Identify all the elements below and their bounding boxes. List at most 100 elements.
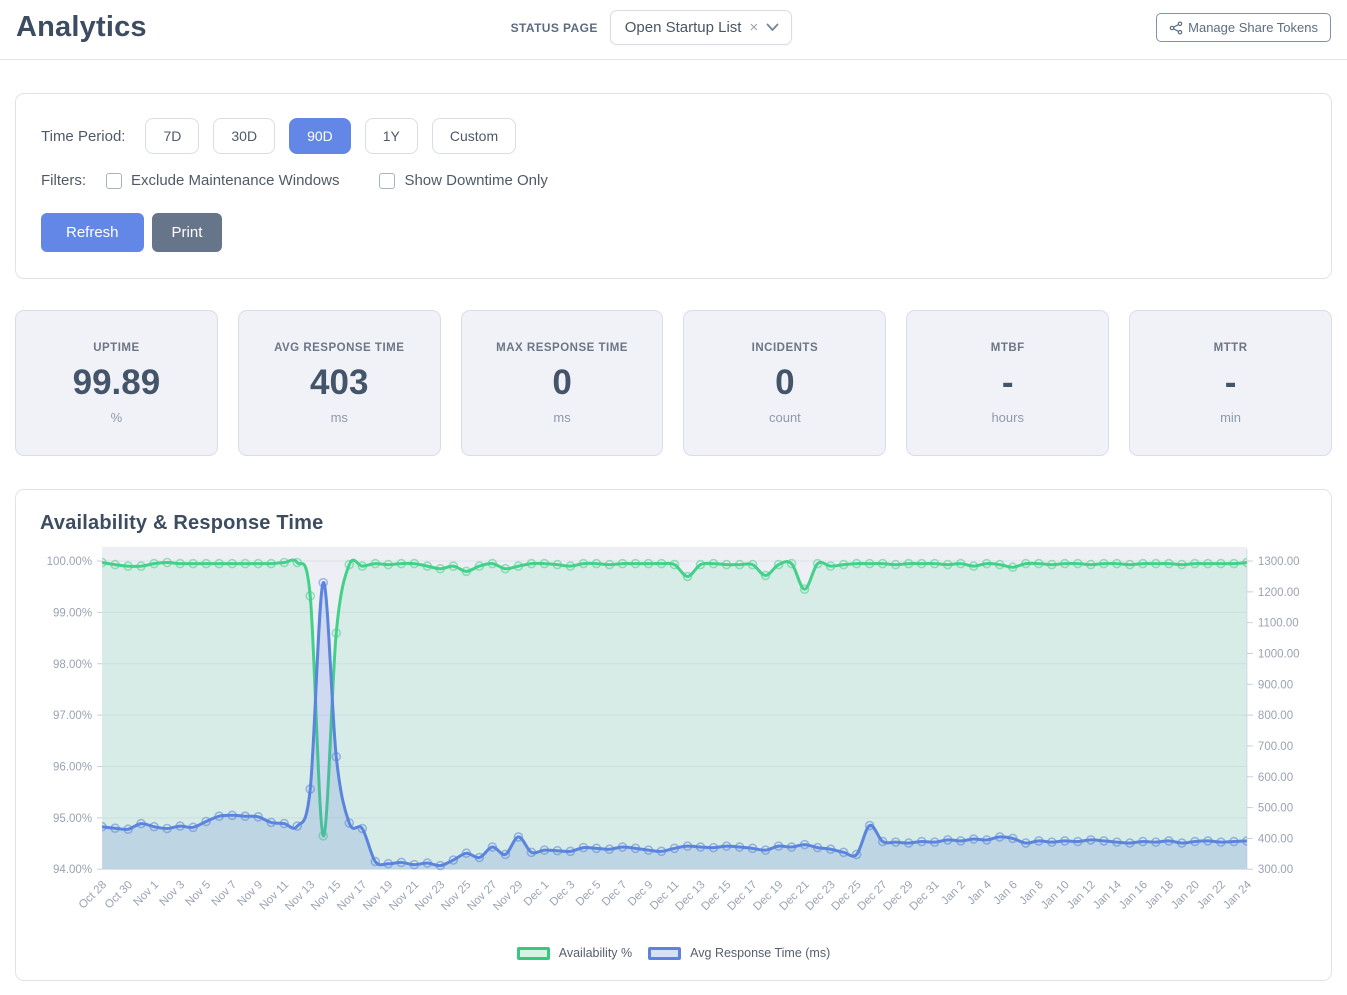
stat-value: 0 [552,362,572,402]
share-icon [1169,20,1183,35]
x-tick-label: Jan 24 [1221,878,1254,911]
availability-response-chart: 100.00% 99.00% 98.00% 97.00% 96.00% 95.00% 94.… [40,547,1307,946]
y-axis-left-labels: 100.00% 99.00% 98.00% 97.00% 96.00% 95.00% 94.… [47,556,103,876]
show-downtime-checkbox-item[interactable]: Show Downtime Only [379,172,548,189]
actions-row: Refresh Print [41,213,1306,252]
time-period-90d-button[interactable]: 90D [289,118,351,154]
left-tick-label: 100.00% [47,556,92,568]
clear-selection-icon[interactable]: × [749,19,759,36]
time-period-label: Time Period: [41,127,126,145]
x-tick-label: Nov 29 [491,879,525,913]
stat-unit: % [110,409,123,425]
right-tick-label: 900.00 [1258,679,1293,691]
stat-unit: hours [991,409,1024,425]
stat-label: MTTR [1213,341,1248,354]
stat-card-mtbf: MTBF - hours [906,310,1110,456]
series-availability- [102,557,1247,870]
time-period-row: Time Period: 7D 30D 90D 1Y Custom [41,118,1306,154]
right-tick-label: 300.00 [1258,864,1293,876]
series-line [102,558,1247,838]
right-tick-label: 1200.00 [1258,587,1300,599]
right-tick-label: 800.00 [1258,710,1293,722]
series-markers [102,577,1247,871]
x-tick-label: Jan 18 [1143,879,1176,912]
x-tick-label: Nov 3 [158,879,188,909]
stat-label: UPTIME [93,341,140,354]
time-period-7d-button[interactable]: 7D [145,118,200,154]
exclude-maintenance-label: Exclude Maintenance Windows [131,172,340,189]
x-tick-label: Nov 7 [210,879,240,909]
left-tick-label: 97.00% [53,710,92,722]
show-downtime-label: Show Downtime Only [404,172,548,189]
manage-share-tokens-button[interactable]: Manage Share Tokens [1156,13,1331,42]
right-tick-label: 500.00 [1258,803,1293,815]
left-tick-label: 94.00% [53,864,92,876]
stat-value: 403 [310,362,369,402]
stat-card-avg-response-time: AVG RESPONSE TIME 403 ms [237,310,441,456]
status-page-selected-value: Open Startup List [624,19,742,36]
x-tick-label: Jan 12 [1065,879,1098,912]
x-tick-label: Dec 5 [574,879,604,909]
chevron-down-icon[interactable] [766,23,779,32]
x-tick-label: Dec 7 [600,879,630,909]
time-period-custom-button[interactable]: Custom [431,118,517,154]
x-tick-label: Jan 6 [991,879,1019,907]
x-tick-label: Jan 4 [965,878,994,907]
left-tick-label: 99.00% [53,607,92,619]
plot-background [102,547,1247,870]
status-page-selector-group: STATUS PAGE Open Startup List × [147,10,1156,45]
stat-unit: ms [330,409,348,425]
time-period-1y-button[interactable]: 1Y [364,118,418,154]
stat-card-mttr: MTTR - min [1129,310,1332,456]
left-tick-label: 98.00% [53,659,92,671]
series-markers [102,557,1247,841]
stat-label: INCIDENTS [751,341,819,354]
x-tick-label: Jan 22 [1195,879,1228,912]
refresh-button[interactable]: Refresh [41,213,144,252]
availability-legend-swatch [516,946,550,960]
filters-label: Filters: [41,172,86,189]
stats-row: UPTIME 99.89 % AVG RESPONSE TIME 403 ms … [15,310,1332,456]
stat-card-incidents: INCIDENTS 0 count [683,310,887,456]
right-tick-label: 1100.00 [1258,618,1299,630]
series-area [102,560,1247,870]
manage-share-tokens-label: Manage Share Tokens [1188,20,1318,35]
stat-value: - [1001,362,1014,402]
page-title: Analytics [16,11,147,43]
stat-label: AVG RESPONSE TIME [274,341,405,354]
x-tick-label: Jan 10 [1039,879,1072,912]
chart-title: Availability & Response Time [40,512,324,534]
legend-item-availability: Availability % [516,946,633,961]
print-button[interactable]: Print [151,213,223,252]
series-avg-response-time-ms- [102,577,1247,871]
x-tick-label: Jan 16 [1117,879,1150,912]
exclude-maintenance-checkbox-item[interactable]: Exclude Maintenance Windows [106,172,339,189]
stat-card-uptime: UPTIME 99.89 % [15,310,218,456]
availability-legend-label: Availability % [558,946,633,961]
right-tick-label: 600.00 [1258,772,1293,784]
y-axis-right-labels: 1300.00 1200.00 1100.00 1000.00 900.00 800.00… [1246,556,1300,876]
x-tick-label: Oct 30 [103,879,135,911]
x-tick-label: Dec 3 [548,879,578,909]
stat-value: 99.89 [72,362,161,402]
x-tick-label: Oct 28 [77,879,109,911]
x-tick-label: Nov 1 [132,879,162,909]
x-tick-label: Jan 2 [939,879,967,907]
stat-card-max-response-time: MAX RESPONSE TIME 0 ms [460,310,664,456]
exclude-maintenance-checkbox[interactable] [106,172,122,189]
main-content: Time Period: 7D 30D 90D 1Y Custom Filter… [0,93,1347,982]
time-period-30d-button[interactable]: 30D [213,118,276,154]
stat-value: 0 [775,362,795,402]
stat-unit: min [1220,409,1242,425]
x-tick-label: Dec 31 [908,879,942,913]
filter-panel: Time Period: 7D 30D 90D 1Y Custom Filter… [15,93,1332,279]
x-tick-label: Jan 20 [1169,879,1202,912]
right-tick-label: 700.00 [1258,741,1293,753]
status-page-select[interactable]: Open Startup List × [609,10,793,45]
stat-unit: count [768,409,801,425]
left-tick-label: 95.00% [53,813,92,825]
stat-value: - [1224,362,1237,402]
show-downtime-checkbox[interactable] [379,172,396,189]
chart-legend: Availability % Avg Response Time (ms) [40,946,1307,966]
